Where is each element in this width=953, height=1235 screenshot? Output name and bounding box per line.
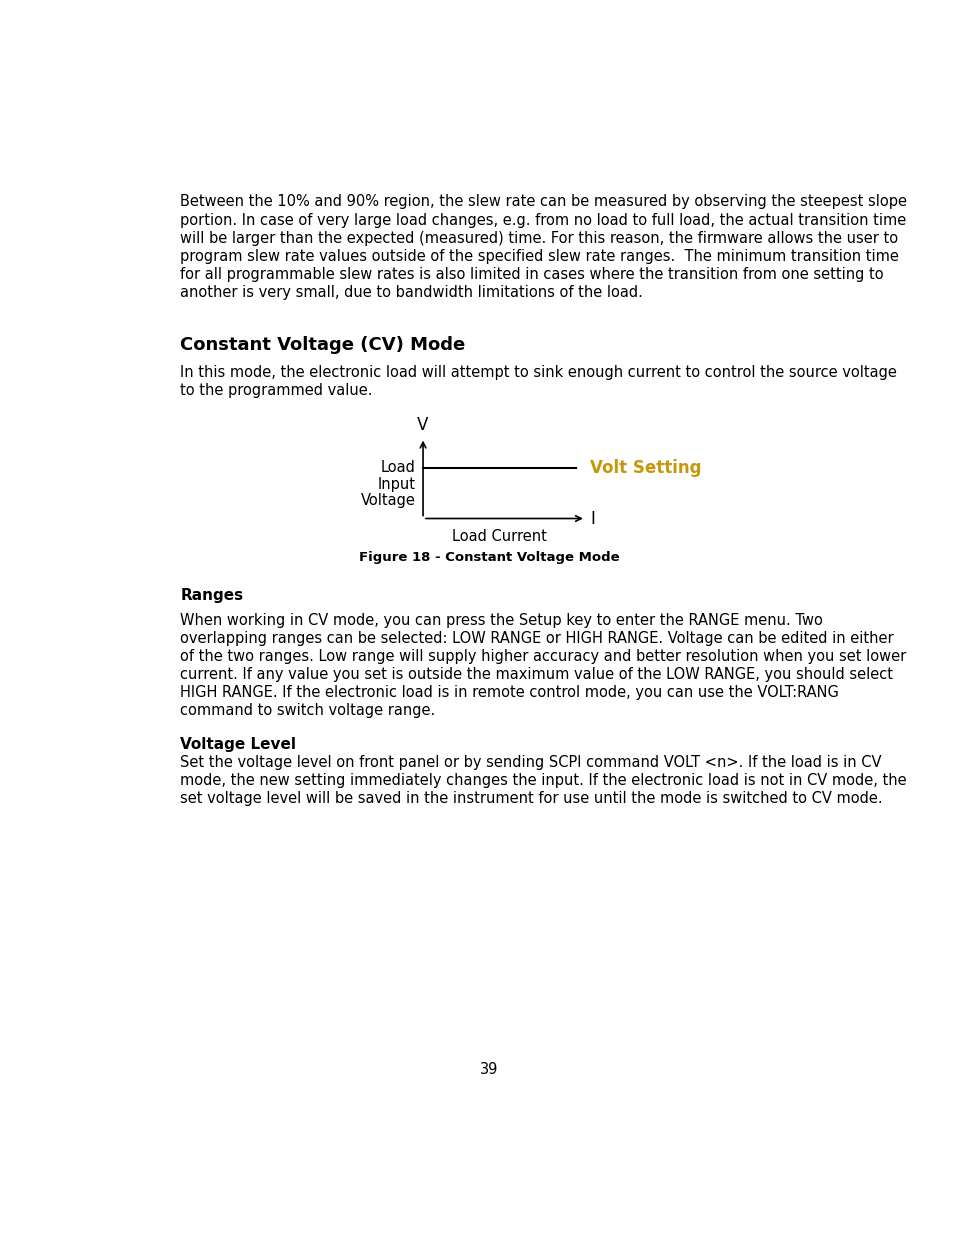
Text: Between the 10% and 90% region, the slew rate can be measured by observing the s: Between the 10% and 90% region, the slew…: [180, 194, 906, 210]
Text: Load: Load: [380, 461, 415, 475]
Text: portion. In case of very large load changes, e.g. from no load to full load, the: portion. In case of very large load chan…: [180, 212, 905, 227]
Text: Constant Voltage (CV) Mode: Constant Voltage (CV) Mode: [180, 336, 465, 354]
Text: Figure 18 - Constant Voltage Mode: Figure 18 - Constant Voltage Mode: [358, 551, 618, 564]
Text: another is very small, due to bandwidth limitations of the load.: another is very small, due to bandwidth …: [180, 285, 642, 300]
Text: When working in CV mode, you can press the Setup key to enter the RANGE menu. Tw: When working in CV mode, you can press t…: [180, 613, 822, 627]
Text: 39: 39: [479, 1062, 497, 1077]
Text: Volt Setting: Volt Setting: [590, 459, 701, 478]
Text: I: I: [590, 510, 595, 527]
Text: HIGH RANGE. If the electronic load is in remote control mode, you can use the VO: HIGH RANGE. If the electronic load is in…: [180, 685, 839, 700]
Text: will be larger than the expected (measured) time. For this reason, the firmware : will be larger than the expected (measur…: [180, 231, 898, 246]
Text: Voltage: Voltage: [360, 493, 415, 508]
Text: set voltage level will be saved in the instrument for use until the mode is swit: set voltage level will be saved in the i…: [180, 792, 882, 806]
Text: for all programmable slew rates is also limited in cases where the transition fr: for all programmable slew rates is also …: [180, 267, 883, 282]
Text: current. If any value you set is outside the maximum value of the LOW RANGE, you: current. If any value you set is outside…: [180, 667, 893, 682]
Text: Load Current: Load Current: [452, 530, 547, 545]
Text: to the programmed value.: to the programmed value.: [180, 383, 373, 398]
Text: Input: Input: [376, 477, 415, 492]
Text: In this mode, the electronic load will attempt to sink enough current to control: In this mode, the electronic load will a…: [180, 366, 897, 380]
Text: overlapping ranges can be selected: LOW RANGE or HIGH RANGE. Voltage can be edit: overlapping ranges can be selected: LOW …: [180, 631, 893, 646]
Text: program slew rate values outside of the specified slew rate ranges.  The minimum: program slew rate values outside of the …: [180, 249, 899, 264]
Text: of the two ranges. Low range will supply higher accuracy and better resolution w: of the two ranges. Low range will supply…: [180, 648, 905, 664]
Text: Set the voltage level on front panel or by sending SCPI command VOLT <n>. If the: Set the voltage level on front panel or …: [180, 755, 882, 769]
Text: Ranges: Ranges: [180, 588, 243, 603]
Text: Voltage Level: Voltage Level: [180, 737, 296, 752]
Text: mode, the new setting immediately changes the input. If the electronic load is n: mode, the new setting immediately change…: [180, 773, 906, 788]
Text: V: V: [416, 416, 428, 433]
Text: command to switch voltage range.: command to switch voltage range.: [180, 704, 436, 719]
